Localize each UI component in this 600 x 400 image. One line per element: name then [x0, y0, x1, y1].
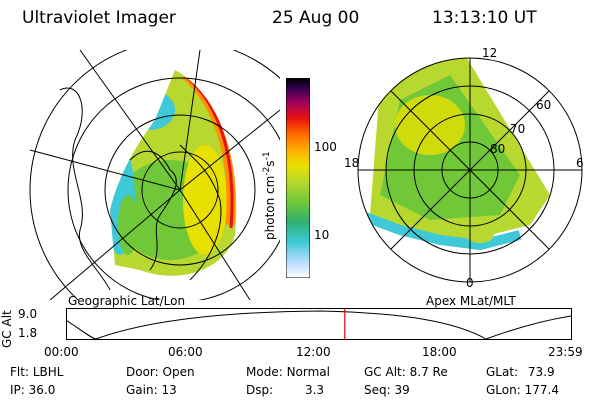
seq-info: Seq: 39	[364, 383, 410, 397]
door-info: Door: Open	[126, 365, 195, 379]
seq-label: Seq:	[364, 383, 391, 397]
filter-value: LBHL	[32, 365, 64, 379]
gc-alt-label: GC Alt:	[364, 365, 406, 379]
dsp-label: Dsp:	[246, 383, 274, 397]
timeline-xtick-2359: 23:59	[548, 345, 583, 359]
colorbar-unit-label: photon cm-2s-1	[262, 151, 277, 240]
glat-value: 73.9	[527, 365, 555, 379]
mlt-label-18: 18	[344, 156, 360, 170]
gc-alt-info: GC Alt: 8.7 Re	[364, 365, 448, 379]
gain-info: Gain: 13	[126, 383, 177, 397]
altitude-timeline-plot	[66, 308, 572, 340]
gain-label: Gain:	[126, 383, 158, 397]
ip-info: IP: 36.0	[10, 383, 55, 397]
ip-value: 36.0	[28, 383, 56, 397]
timeline-ytick-high: 9.0	[18, 307, 38, 321]
mlt-label-0: 0	[466, 276, 474, 290]
mlat-label-70: 70	[510, 122, 526, 136]
glon-label: GLon:	[486, 383, 521, 397]
image-date: 25 Aug 00	[272, 8, 360, 28]
mode-value: Normal	[286, 365, 330, 379]
geo-map	[29, 50, 280, 300]
colorbar-unit-exp2: -1	[262, 151, 272, 161]
glat-info: GLat: 73.9	[486, 365, 555, 379]
timeline-xtick-0600: 06:00	[168, 345, 203, 359]
mlat-label-60: 60	[536, 98, 552, 112]
glon-info: GLon: 177.4	[486, 383, 559, 397]
dsp-value: 3.3	[304, 383, 325, 397]
filter-label: Flt:	[10, 365, 29, 379]
left-panel-caption: Geographic Lat/Lon	[68, 294, 186, 308]
mode-info: Mode: Normal	[246, 365, 330, 379]
colorbar-tick-100: 100	[314, 140, 337, 154]
colorbar-unit-exp1: -2	[262, 166, 272, 176]
dsp-info: Dsp: 3.3	[246, 383, 324, 397]
timeline-xtick-1800: 18:00	[422, 345, 457, 359]
ip-label: IP:	[10, 383, 25, 397]
gc-alt-value: 8.7 Re	[409, 365, 448, 379]
geographic-projection-image	[29, 50, 280, 300]
glat-label: GLat:	[486, 365, 519, 379]
door-label: Door:	[126, 365, 159, 379]
right-panel-caption: Apex MLat/MLT	[426, 294, 516, 308]
glon-value: 177.4	[524, 383, 559, 397]
filter-info: Flt: LBHL	[10, 365, 63, 379]
gain-value: 13	[161, 383, 177, 397]
mode-label: Mode:	[246, 365, 283, 379]
door-value: Open	[162, 365, 195, 379]
mlat-mlt-polar-plot	[357, 57, 583, 283]
timeline-ylabel: GC Alt	[0, 310, 14, 348]
timeline-xtick-1200: 12:00	[296, 345, 331, 359]
image-time: 13:13:10 UT	[432, 8, 537, 28]
colorbar	[286, 78, 310, 278]
mlat-label-80: 80	[490, 142, 506, 156]
timeline-ytick-low: 1.8	[18, 326, 38, 340]
colorbar-tick-10: 10	[314, 228, 330, 242]
colorbar-unit-mid: s	[263, 160, 277, 167]
timeline-xtick-0000: 00:00	[44, 345, 79, 359]
mlt-label-12: 12	[482, 46, 498, 60]
seq-value: 39	[394, 383, 410, 397]
mlt-label-6: 6	[576, 156, 584, 170]
colorbar-unit: photon cm	[263, 175, 277, 240]
instrument-title: Ultraviolet Imager	[22, 8, 176, 28]
